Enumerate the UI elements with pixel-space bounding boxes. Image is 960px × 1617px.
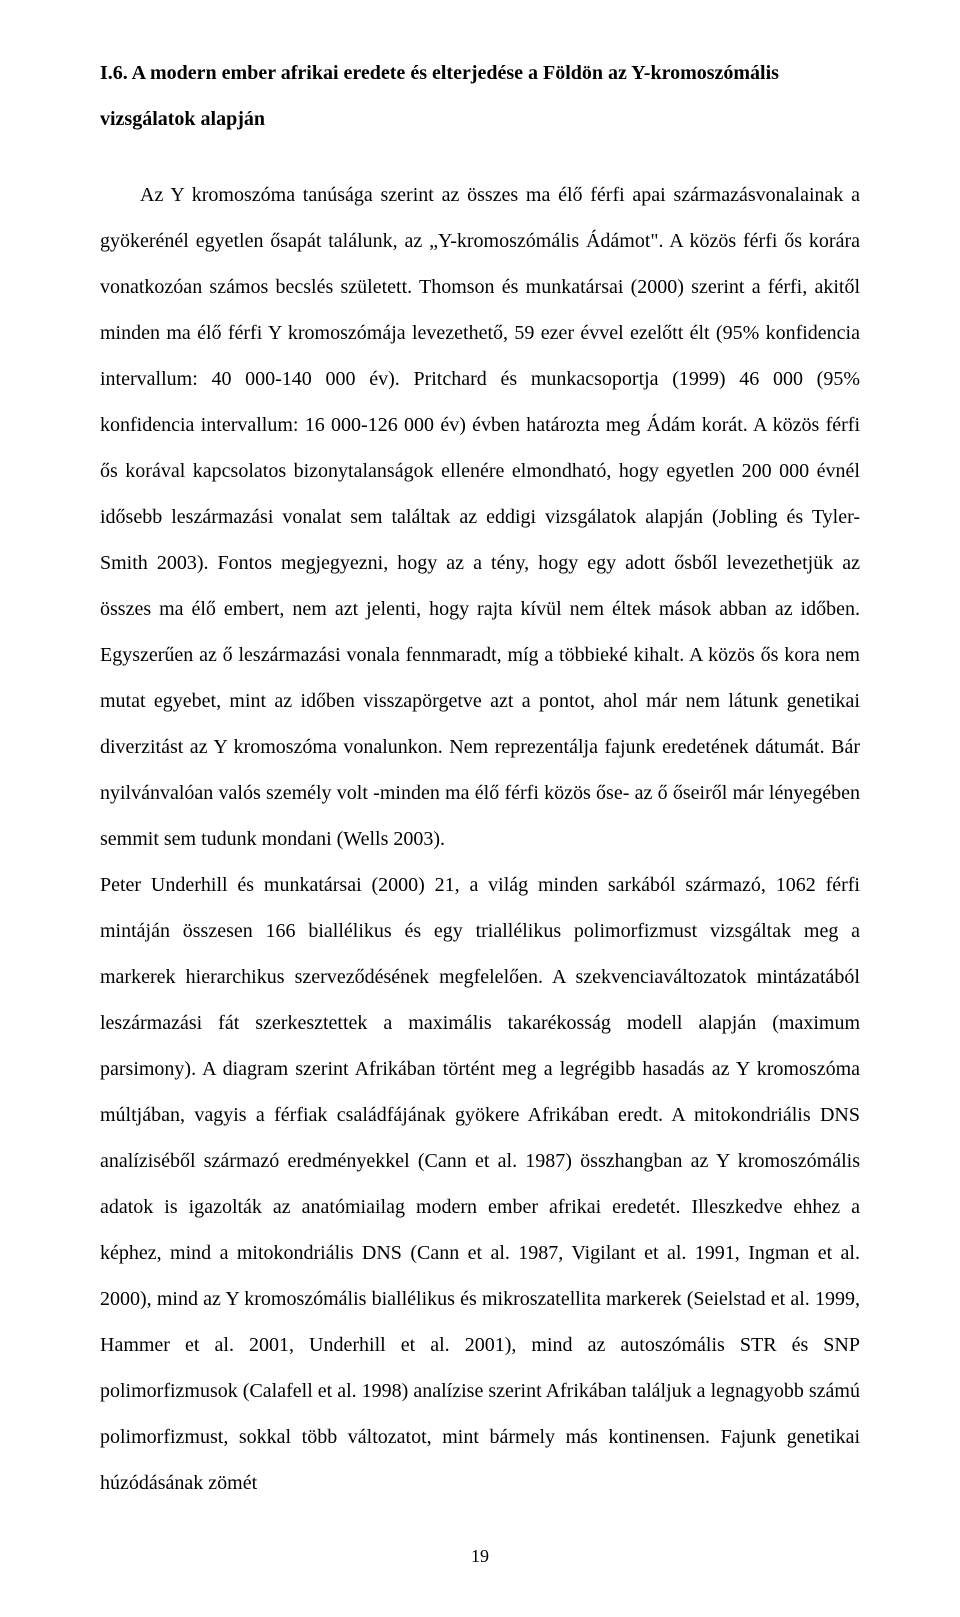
section-heading: I.6. A modern ember afrikai eredete és e…	[100, 50, 860, 142]
document-page: I.6. A modern ember afrikai eredete és e…	[0, 0, 960, 1607]
page-number: 19	[100, 1546, 860, 1567]
paragraph-2: Peter Underhill és munkatársai (2000) 21…	[100, 862, 860, 1506]
heading-line-2: vizsgálatok alapján	[100, 96, 860, 142]
paragraph-1: Az Y kromoszóma tanúsága szerint az össz…	[100, 172, 860, 862]
heading-line-1: I.6. A modern ember afrikai eredete és e…	[100, 50, 860, 96]
